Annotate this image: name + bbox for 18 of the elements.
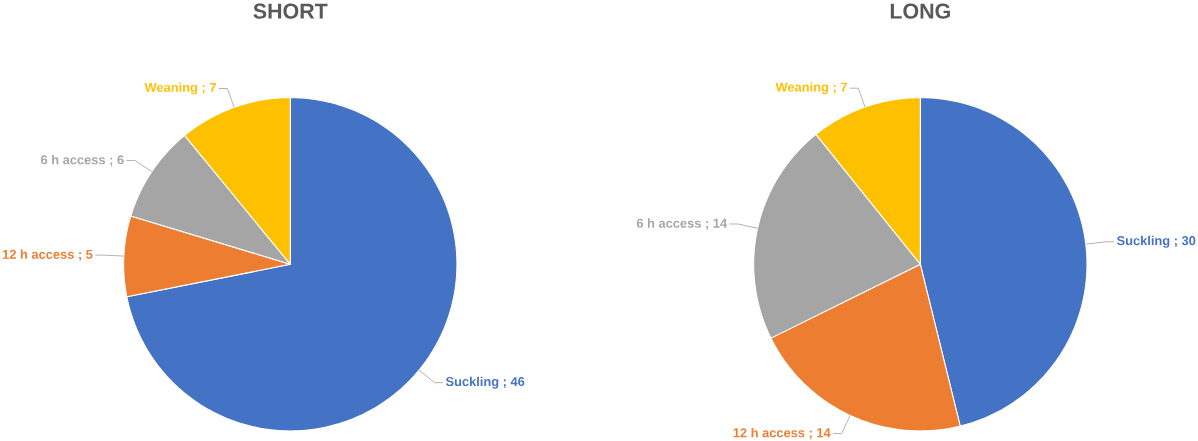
data-label: ; 5 <box>79 249 93 261</box>
slice-label: Suckling <box>445 376 499 389</box>
chart-title: LONG <box>890 3 950 19</box>
chart-title: SHORT <box>253 3 328 19</box>
slice-label: 12 h access <box>733 427 805 438</box>
data-label: ; 14 <box>706 218 728 230</box>
slice-label: 6 h access <box>636 218 701 228</box>
slice-label: Weaning <box>775 82 828 95</box>
data-label: ; 7 <box>202 82 216 94</box>
slice-label: Suckling <box>1116 235 1170 248</box>
slice-label: 6 h access <box>41 154 106 165</box>
data-label: ; 46 <box>503 376 525 388</box>
data-label: ; 6 <box>110 155 124 167</box>
slice-label: Weaning <box>144 82 198 95</box>
slice-label: 12 h access <box>2 249 74 259</box>
data-label: ; 7 <box>833 82 847 94</box>
data-label: ; 30 <box>1174 235 1196 247</box>
data-label: ; 14 <box>809 428 831 440</box>
